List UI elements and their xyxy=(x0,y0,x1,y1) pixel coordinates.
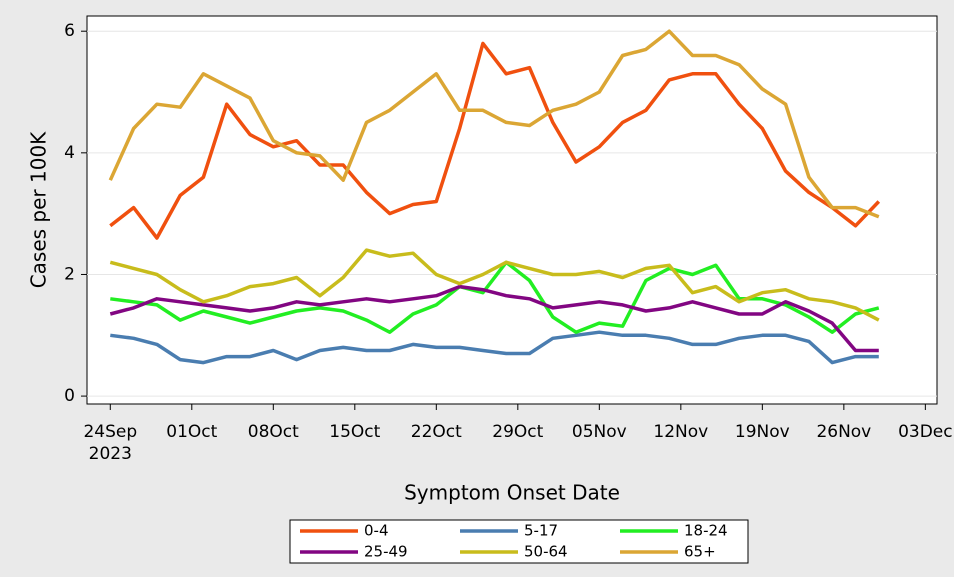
x-tick-label-line: 22Oct xyxy=(411,422,462,442)
x-tick-label-line: 05Nov xyxy=(572,422,627,442)
x-axis-title: Symptom Onset Date xyxy=(404,481,620,505)
legend-label: 25-49 xyxy=(364,543,408,561)
x-tick-label-line: 29Oct xyxy=(492,422,543,442)
x-tick-label-line: 08Oct xyxy=(248,422,299,442)
x-tick-label: 24Sep 2023 xyxy=(83,422,137,464)
legend-label: 50-64 xyxy=(524,543,568,561)
x-tick-label-line: 01Oct xyxy=(166,422,217,442)
legend-label: 0-4 xyxy=(364,522,389,540)
x-tick-label: 19Nov xyxy=(735,422,790,442)
legend-label: 65+ xyxy=(684,543,716,561)
legend xyxy=(289,519,749,564)
series-line xyxy=(108,29,880,219)
x-tick-label-line: 24Sep xyxy=(83,422,137,442)
series-line xyxy=(109,284,879,353)
series-line xyxy=(109,41,881,240)
legend-label: 18-24 xyxy=(684,522,728,540)
x-tick-label-line: 15Oct xyxy=(329,422,380,442)
x-tick-label: 08Oct xyxy=(248,422,299,442)
series-line xyxy=(110,330,879,365)
y-tick-label: 2 xyxy=(64,264,75,284)
x-tick-label: 01Oct xyxy=(166,422,217,442)
y-tick-label: 6 xyxy=(64,21,75,41)
y-tick-label: 4 xyxy=(64,143,75,163)
x-tick-label-line: 03Dec xyxy=(898,422,953,442)
x-tick-label: 22Oct xyxy=(411,422,462,442)
x-tick-label: 29Oct xyxy=(492,422,543,442)
plot-area xyxy=(86,15,938,405)
x-tick-label-line: 2023 xyxy=(89,444,132,464)
x-tick-label: 15Oct xyxy=(329,422,380,442)
y-tick-label: 0 xyxy=(64,386,75,406)
legend-label: 5-17 xyxy=(524,522,558,540)
x-tick-label: 03Dec xyxy=(898,422,953,442)
x-tick-label: 12Nov xyxy=(653,422,708,442)
x-tick-label-line: 12Nov xyxy=(653,422,708,442)
x-tick-label: 05Nov xyxy=(572,422,627,442)
x-tick-label: 26Nov xyxy=(816,422,871,442)
y-axis-title: Cases per 100K xyxy=(27,131,51,288)
x-tick-label-line: 26Nov xyxy=(816,422,871,442)
series-line xyxy=(109,248,880,322)
x-tick-label-line: 19Nov xyxy=(735,422,790,442)
